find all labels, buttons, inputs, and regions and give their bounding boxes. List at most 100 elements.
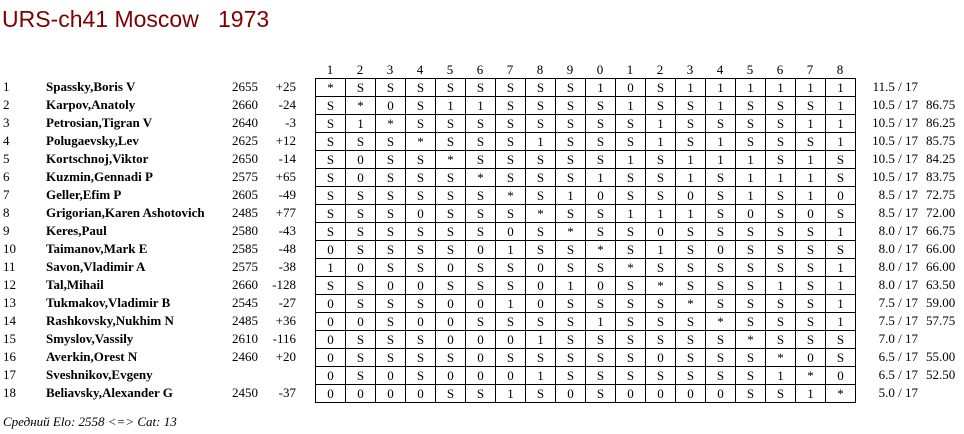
result-cell: 0 xyxy=(345,168,375,186)
result-cell: 1 xyxy=(735,150,765,168)
result-cell: S xyxy=(705,258,735,276)
result-cell: 1 xyxy=(825,276,855,294)
result-cell: S xyxy=(765,330,795,348)
tiebreak: 59.00 xyxy=(926,295,956,310)
result-cell: S xyxy=(705,366,735,384)
player-rank: 14 xyxy=(3,313,16,328)
result-cell: 1 xyxy=(825,78,855,96)
result-cell: S xyxy=(615,186,645,204)
player-name: Kuzmin,Gennadi P xyxy=(46,169,153,184)
column-header: 5 xyxy=(446,62,454,77)
result-cell: S xyxy=(645,78,675,96)
result-cell: S xyxy=(315,114,345,132)
player-name: Averkin,Orest N xyxy=(46,349,138,364)
result-cell: S xyxy=(765,96,795,114)
result-cell: S xyxy=(405,168,435,186)
player-name: Tal,Mihail xyxy=(46,277,104,292)
result-cell: 1 xyxy=(555,276,585,294)
result-cell: S xyxy=(765,114,795,132)
result-cell: S xyxy=(375,132,405,150)
result-cell: 1 xyxy=(645,114,675,132)
result-cell: S xyxy=(315,150,345,168)
result-cell: S xyxy=(495,78,525,96)
result-cell: S xyxy=(405,294,435,312)
result-cell: 0 xyxy=(825,366,855,384)
player-name: Tukmakov,Vladimir B xyxy=(46,295,171,310)
result-cell: 1 xyxy=(705,96,735,114)
result-cell: S xyxy=(645,294,675,312)
result-cell: S xyxy=(705,348,735,366)
result-cell: 1 xyxy=(765,168,795,186)
player-name: Geller,Efim P xyxy=(46,187,122,202)
result-cell: S xyxy=(555,348,585,366)
result-cell: S xyxy=(465,222,495,240)
result-cell: * xyxy=(495,186,525,204)
result-cell: 0 xyxy=(465,294,495,312)
table-row: 13 Tukmakov,Vladimir B 2545 -27 0 S S S 0 0 1 0 S S S S… xyxy=(0,294,964,312)
player-score: 8.5 / 17 xyxy=(878,205,918,220)
result-cell: S xyxy=(345,186,375,204)
player-rank: 17 xyxy=(3,367,16,382)
result-cell: S xyxy=(495,132,525,150)
player-rank: 1 xyxy=(3,79,10,94)
result-cell: S xyxy=(375,204,405,222)
player-name: Sveshnikov,Evgeny xyxy=(46,367,153,382)
result-cell: S xyxy=(345,240,375,258)
player-score: 11.5 / 17 xyxy=(872,79,918,94)
tiebreak: 86.25 xyxy=(926,115,956,130)
result-cell: 0 xyxy=(315,384,345,402)
result-cell: * xyxy=(585,240,615,258)
table-row: 18 Beliavsky,Alexander G 2450 -37 0 0 0 0 S S 1 S 0 S… xyxy=(0,384,964,402)
table-row: 1 Spassky,Boris V 2655 +25 * S S S S S S S S 1 0 S 1 1 1 1 1… xyxy=(0,78,964,96)
tiebreak: 55.00 xyxy=(926,349,956,364)
column-header: 1 xyxy=(626,62,634,77)
result-cell: * xyxy=(555,222,585,240)
result-cell: S xyxy=(825,330,855,348)
player-rank: 5 xyxy=(3,151,10,166)
result-cell: 0 xyxy=(345,150,375,168)
result-cell: 1 xyxy=(585,168,615,186)
result-cell: S xyxy=(615,348,645,366)
result-cell: 0 xyxy=(405,204,435,222)
average-elo-footer: Средний Elo: 2558 <=> Cat: 13 xyxy=(3,414,177,429)
result-cell: 0 xyxy=(795,348,825,366)
result-cell: S xyxy=(525,240,555,258)
result-cell: S xyxy=(555,330,585,348)
player-score: 6.5 / 17 xyxy=(878,367,918,382)
rating-change: -116 xyxy=(272,331,296,346)
player-rank: 8 xyxy=(3,205,10,220)
result-cell: 1 xyxy=(705,132,735,150)
player-rank: 6 xyxy=(3,169,10,184)
tiebreak: 84.25 xyxy=(926,151,956,166)
table-row: 11 Savon,Vladimir A 2575 -38 1 0 S S 0 S S 0 S S * S S S S… xyxy=(0,258,964,276)
column-header: 4 xyxy=(416,62,424,77)
result-cell: S xyxy=(435,222,465,240)
result-cell: S xyxy=(435,240,465,258)
result-cell: * xyxy=(735,330,765,348)
player-elo: 2650 xyxy=(232,151,258,166)
result-cell: 1 xyxy=(525,330,555,348)
result-cell: S xyxy=(645,168,675,186)
result-cell: S xyxy=(435,384,465,402)
player-elo: 2545 xyxy=(232,295,258,310)
result-cell: S xyxy=(735,384,765,402)
result-cell: 0 xyxy=(435,312,465,330)
result-cell: S xyxy=(735,276,765,294)
result-cell: S xyxy=(645,186,675,204)
result-cell: 0 xyxy=(495,366,525,384)
result-cell: S xyxy=(465,114,495,132)
result-cell: 1 xyxy=(735,186,765,204)
result-cell: 1 xyxy=(615,150,645,168)
result-cell: S xyxy=(795,258,825,276)
result-cell: S xyxy=(645,258,675,276)
result-cell: 1 xyxy=(795,78,825,96)
result-cell: 1 xyxy=(795,168,825,186)
result-cell: S xyxy=(315,96,345,114)
result-cell: S xyxy=(375,312,405,330)
result-cell: * xyxy=(345,96,375,114)
result-cell: 0 xyxy=(405,312,435,330)
result-cell: S xyxy=(435,186,465,204)
result-cell: S xyxy=(765,132,795,150)
rating-change: -27 xyxy=(278,295,296,310)
result-cell: S xyxy=(435,132,465,150)
